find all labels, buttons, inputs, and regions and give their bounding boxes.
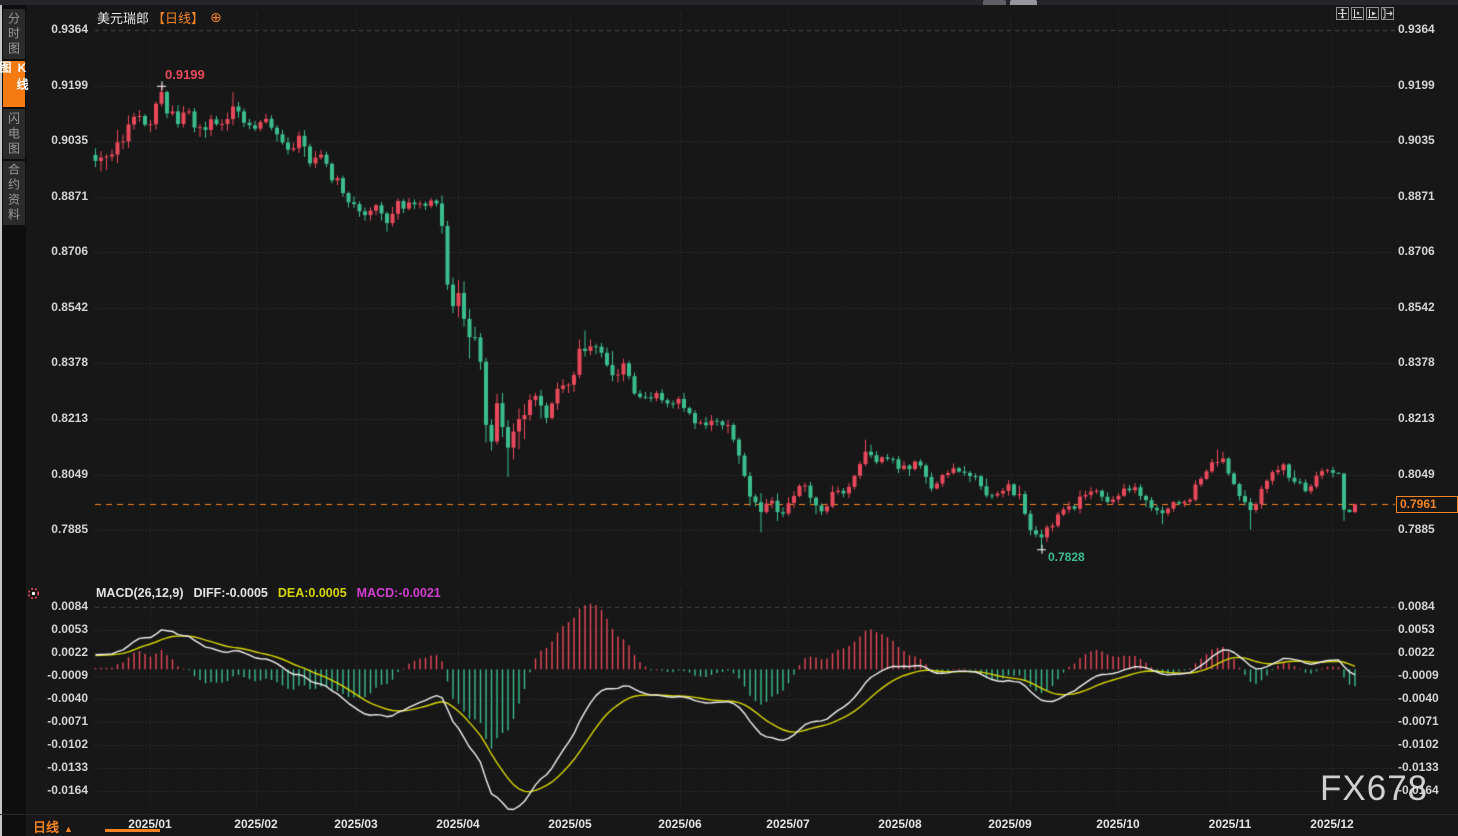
chart-toolbar (1336, 7, 1394, 20)
price-tick-label: 0.9035 (1398, 133, 1435, 148)
x-axis-divider (0, 814, 1458, 815)
symbol-name: 美元瑞郎 (97, 11, 150, 26)
macd-value-label: MACD:-0.0021 (356, 586, 441, 600)
price-tick-label: 0.8213 (1398, 411, 1435, 426)
month-label: 2025/06 (658, 817, 702, 831)
diff-value-label: DIFF:-0.0005 (193, 586, 268, 600)
macd-tick-label: -0.0102 (1398, 737, 1439, 751)
price-tick-label: 0.9199 (51, 77, 88, 92)
macd-indicator-settings-icon[interactable] (27, 587, 40, 600)
month-label: 2025/01 (128, 817, 172, 831)
macd-indicator-header: MACD(26,12,9) DIFF:-0.0005 DEA:0.0005 MA… (96, 586, 441, 600)
macd-tick-label: -0.0009 (1398, 668, 1439, 682)
top-bar-tab-stub (983, 0, 1006, 5)
month-label: 2025/04 (436, 817, 480, 831)
watermark-logo: FX678 (1320, 769, 1429, 808)
price-tick-label: 0.8706 (1398, 244, 1435, 259)
month-label: 2025/03 (334, 817, 378, 831)
sidebar-item-time-chart[interactable]: 分时图 (3, 9, 25, 59)
price-tick-label: 0.9364 (51, 22, 88, 36)
price-tick-label: 0.7885 (51, 522, 88, 536)
sidebar-item-label: 分时图 (6, 11, 21, 57)
period-tag: 【日线】 (152, 11, 205, 26)
high-price-annotation: 0.9199 (165, 67, 205, 82)
pan-tool-button[interactable] (1336, 7, 1349, 20)
price-tick-label: 0.9199 (1398, 77, 1435, 92)
pan-icon (1338, 8, 1347, 19)
macd-tick-label: -0.0040 (47, 691, 88, 705)
auto-play-icon (1368, 9, 1377, 18)
macd-tick-label: -0.0071 (47, 714, 88, 728)
month-label: 2025/11 (1208, 817, 1252, 831)
macd-tick-label: 0.0084 (51, 599, 88, 613)
macd-tick-label: -0.0164 (47, 783, 88, 797)
top-bar-tab-stub (1010, 0, 1037, 5)
scale-axis-button[interactable] (1351, 7, 1364, 20)
macd-tick-label: -0.0133 (1398, 760, 1439, 774)
month-label: 2025/05 (548, 817, 592, 831)
macd-tick-label: 0.0022 (51, 645, 88, 659)
price-tick-label: 0.8871 (51, 188, 88, 203)
chart-title: 美元瑞郎 【日线】 ⊕ (97, 8, 222, 27)
price-tick-label: 0.8871 (1398, 188, 1435, 203)
price-tick-label: 0.8378 (1398, 355, 1435, 370)
macd-tick-label: 0.0053 (51, 622, 88, 636)
price-tick-label: 0.8049 (51, 466, 88, 481)
price-tick-label: 0.8542 (1398, 299, 1435, 314)
dea-value-label: DEA:0.0005 (277, 586, 347, 600)
macd-tick-label: -0.0009 (47, 668, 88, 682)
horizontal-scroll-thumb[interactable] (105, 829, 160, 832)
sidebar-item-label: K线图 (0, 61, 29, 93)
month-label: 2025/10 (1096, 817, 1140, 831)
macd-tick-label: -0.0040 (1398, 691, 1439, 705)
macd-tick-label: -0.0164 (1398, 783, 1439, 797)
window-left-edge (0, 5, 2, 836)
price-tick-label: 0.8213 (51, 411, 88, 426)
window-top-bar (0, 0, 1458, 5)
month-label: 2025/12 (1310, 817, 1354, 831)
macd-tick-label: -0.0071 (1398, 714, 1439, 728)
shift-right-button[interactable] (1381, 7, 1394, 20)
price-tick-label: 0.8378 (51, 355, 88, 370)
macd-tick-label: -0.0102 (47, 737, 88, 751)
price-tick-label: 0.8049 (1398, 466, 1435, 481)
price-tick-label: 0.8542 (51, 299, 88, 314)
sidebar-item-label: 闪电图 (6, 111, 21, 157)
period-selector-label: 日线 (33, 820, 60, 835)
low-price-annotation: 0.7828 (1048, 550, 1085, 564)
macd-params-label: MACD(26,12,9) (96, 586, 184, 600)
macd-tick-label: 0.0053 (1398, 622, 1435, 636)
scale-axis-icon (1353, 9, 1362, 18)
sidebar-item-kline-chart[interactable]: K线图 (0, 61, 29, 107)
sidebar-item-label: 合约资料 (6, 163, 21, 223)
chart-type-sidebar: 分时图 K线图 闪电图 合约资料 (0, 5, 29, 836)
price-tick-label: 0.9035 (51, 133, 88, 148)
triangle-up-icon: ▲ (64, 824, 73, 834)
price-tick-label: 0.7885 (1398, 522, 1435, 536)
month-label: 2025/02 (234, 817, 278, 831)
period-selector[interactable]: 日线 ▲ (33, 817, 73, 836)
macd-tick-label: 0.0022 (1398, 645, 1435, 659)
settings-icon[interactable]: ⊕ (210, 9, 222, 25)
shift-right-icon (1383, 8, 1393, 19)
sidebar-item-lightning-chart[interactable]: 闪电图 (3, 109, 25, 159)
current-price-badge: 0.7961 (1396, 496, 1458, 513)
macd-tick-label: -0.0133 (47, 760, 88, 774)
month-label: 2025/08 (878, 817, 922, 831)
price-tick-label: 0.8706 (51, 244, 88, 259)
auto-play-button[interactable] (1366, 7, 1379, 20)
month-label: 2025/09 (988, 817, 1032, 831)
price-tick-label: 0.9364 (1398, 22, 1435, 36)
month-label: 2025/07 (766, 817, 810, 831)
sidebar-item-contract-info[interactable]: 合约资料 (3, 161, 25, 225)
macd-tick-label: 0.0084 (1398, 599, 1435, 613)
